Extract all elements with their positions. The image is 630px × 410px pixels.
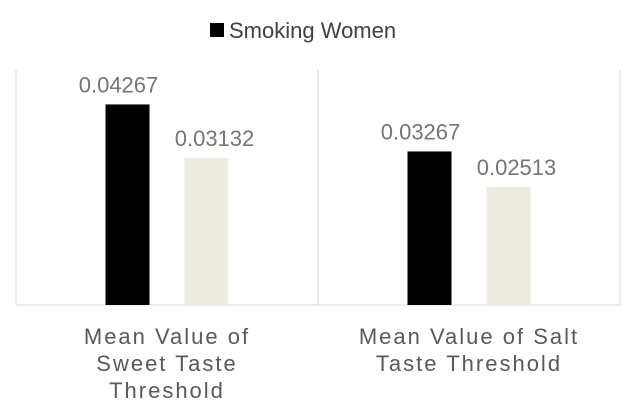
legend-label: Smoking Women xyxy=(229,18,396,43)
category-labels: Mean Value of Sweet Taste Threshold Mean Va… xyxy=(84,324,579,403)
data-label: 0.02513 xyxy=(477,155,557,180)
legend-swatch xyxy=(210,23,224,37)
bar-series-1-cat-1 xyxy=(486,186,531,305)
data-label: 0.03132 xyxy=(175,126,255,151)
category-label: Mean Value of Salt Taste Threshold xyxy=(359,324,579,376)
category-label: Mean Value of Sweet Taste Threshold xyxy=(84,324,250,403)
bar-series-0-cat-0 xyxy=(105,104,150,306)
data-label: 0.03267 xyxy=(381,119,461,144)
data-label: 0.04267 xyxy=(79,72,159,97)
bars xyxy=(105,104,531,306)
bar-series-0-cat-1 xyxy=(407,151,452,305)
legend: Smoking Women xyxy=(210,18,396,43)
data-labels: 0.04267 0.03267 0.03132 0.02513 xyxy=(79,72,557,179)
bar-series-1-cat-0 xyxy=(184,157,229,305)
